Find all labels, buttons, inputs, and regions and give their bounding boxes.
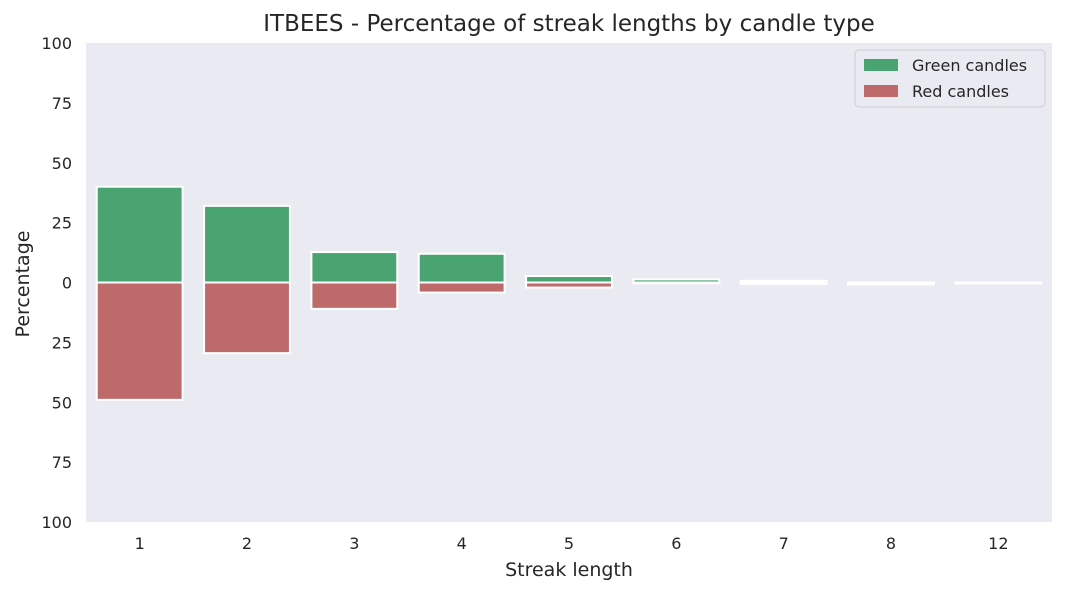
legend-label-red: Red candles	[912, 82, 1009, 101]
x-tick-label: 5	[564, 534, 574, 553]
x-tick-label: 3	[349, 534, 359, 553]
x-tick-label: 7	[779, 534, 789, 553]
bar-red-3	[310, 281, 399, 310]
y-tick-label: 25	[52, 333, 72, 352]
bar-green-3	[310, 251, 399, 284]
legend-label-green: Green candles	[912, 56, 1027, 75]
y-tick-label: 50	[52, 154, 72, 173]
legend-swatch-red	[864, 85, 898, 97]
bars-layer	[95, 185, 1043, 401]
x-tick-label: 1	[135, 534, 145, 553]
x-tick-label: 2	[242, 534, 252, 553]
bar-green-1	[95, 185, 184, 284]
y-tick-label: 75	[52, 453, 72, 472]
bar-red-12	[954, 281, 1043, 285]
bar-red-5	[525, 281, 613, 289]
legend: Green candles Red candles	[854, 49, 1046, 108]
x-axis: 1 2 3 4 5 6 7 8 12	[135, 534, 1009, 553]
y-tick-label: 25	[52, 214, 72, 233]
y-tick-label: 75	[52, 94, 72, 113]
y-axis: 100 75 50 25 0 25 50 75 100	[41, 34, 72, 532]
bar-red-1	[95, 281, 184, 401]
y-tick-label: 100	[41, 34, 72, 53]
x-tick-label: 6	[671, 534, 681, 553]
legend-swatch-green	[864, 59, 898, 71]
chart-title: ITBEES - Percentage of streak lengths by…	[263, 11, 874, 37]
legend-box	[854, 49, 1046, 108]
x-tick-label: 8	[886, 534, 896, 553]
bar-red-8	[847, 281, 935, 286]
bar-green-2	[203, 204, 291, 284]
bar-red-2	[203, 281, 291, 355]
bar-red-6	[632, 281, 721, 285]
bar-red-7	[739, 281, 828, 285]
bar-green-4	[417, 252, 506, 284]
y-tick-label: 0	[62, 274, 72, 293]
x-axis-label: Streak length	[505, 559, 633, 581]
x-tick-label: 4	[457, 534, 467, 553]
y-tick-label: 100	[41, 513, 72, 532]
y-axis-label: Percentage	[12, 231, 34, 338]
bar-red-4	[417, 281, 506, 294]
x-tick-label: 12	[988, 534, 1008, 553]
y-tick-label: 50	[52, 393, 72, 412]
